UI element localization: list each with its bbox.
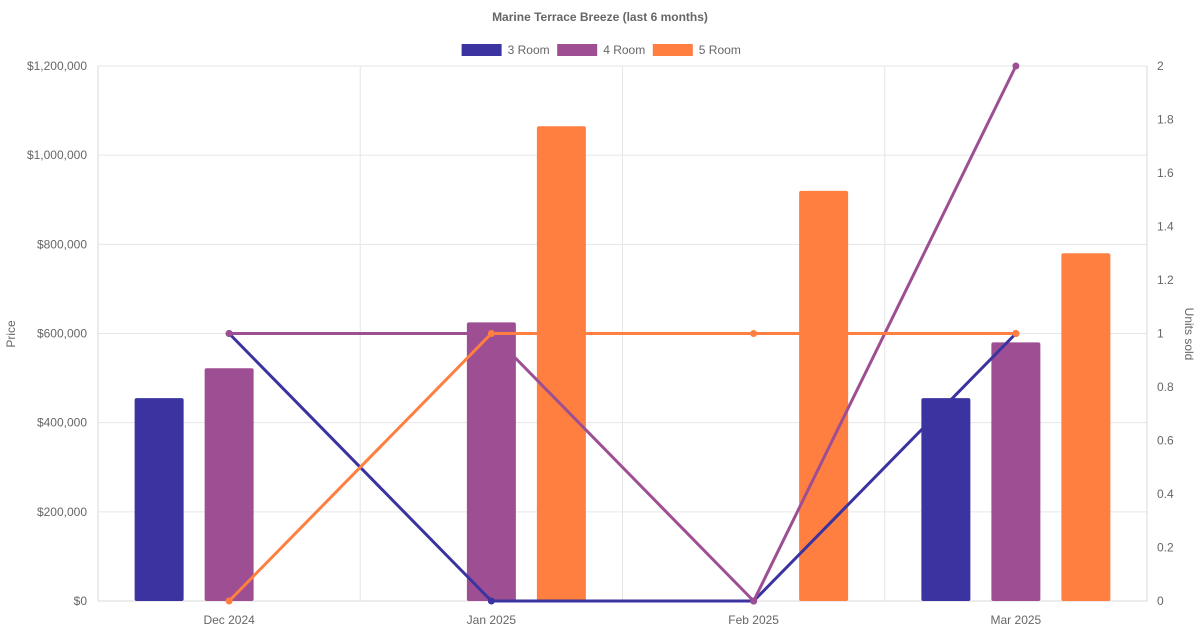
y-right-tick-label: 0.6 [1157,434,1174,448]
y-right-axis-title: Units sold [1182,308,1196,361]
legend-swatch[interactable] [557,44,598,56]
point-3-room[interactable] [487,597,495,605]
y-left-axis-title: Price [4,320,18,348]
x-tick-label: Mar 2025 [991,613,1042,627]
bars [134,126,1111,602]
bar-5-room[interactable] [1061,253,1111,601]
y-right-tick-label: 0.8 [1157,380,1174,394]
point-5-room[interactable] [225,597,233,605]
legend-label[interactable]: 5 Room [699,43,741,57]
point-4-room[interactable] [225,330,233,337]
bar-3-room[interactable] [921,398,971,601]
y-right-tick-label: 1.4 [1157,220,1174,234]
bar-5-room[interactable] [536,126,586,601]
x-axis-ticks: Dec 2024 Jan 2025 Feb 2025 Mar 2025 [203,613,1041,627]
legend-swatch[interactable] [652,44,693,56]
series-lines [228,65,1018,603]
x-tick-label: Jan 2025 [467,613,517,627]
point-5-room[interactable] [1012,330,1020,337]
right-axis-ticks: 0 0.2 0.4 0.6 0.8 1 1.2 1.4 1.6 1.8 2 [1157,59,1174,608]
legend-swatch[interactable] [461,44,502,56]
y-left-tick-label: $400,000 [37,416,87,430]
bar-4-room[interactable] [204,368,254,601]
y-right-tick-label: 0.4 [1157,487,1174,501]
bar-5-room[interactable] [799,190,849,602]
left-axis-ticks: $0 $200,000 $400,000 $600,000 $800,000 $1,000… [27,59,87,608]
bar-3-room[interactable] [134,398,184,601]
y-left-tick-label: $800,000 [37,237,87,251]
legend-label[interactable]: 3 Room [508,43,550,57]
y-right-tick-label: 1.8 [1157,113,1174,127]
x-tick-label: Dec 2024 [203,613,255,627]
y-left-tick-label: $1,000,000 [27,148,87,162]
bar-4-room[interactable] [991,342,1041,601]
chart-title: Marine Terrace Breeze (last 6 months) [492,10,708,24]
y-left-tick-label: $600,000 [37,327,87,341]
y-left-tick-label: $0 [74,594,88,608]
y-right-tick-label: 0.2 [1157,541,1174,555]
legend[interactable]: 3 Room 4 Room 5 Room [461,43,741,57]
legend-label[interactable]: 4 Room [603,43,645,57]
y-right-tick-label: 1.6 [1157,166,1174,180]
y-right-tick-label: 2 [1157,59,1164,73]
y-left-tick-label: $200,000 [37,505,87,519]
point-5-room[interactable] [750,330,758,337]
y-left-tick-label: $1,200,000 [27,59,87,73]
line-5-room[interactable] [228,332,1016,603]
point-5-room[interactable] [487,330,495,337]
point-4-room[interactable] [750,597,758,605]
series-points [225,62,1020,605]
y-right-tick-label: 1.2 [1157,273,1174,287]
y-right-tick-label: 0 [1157,594,1164,608]
bar-4-room[interactable] [466,322,516,601]
y-right-tick-label: 1 [1157,327,1164,341]
x-tick-label: Feb 2025 [728,613,779,627]
point-4-room[interactable] [1012,62,1020,70]
